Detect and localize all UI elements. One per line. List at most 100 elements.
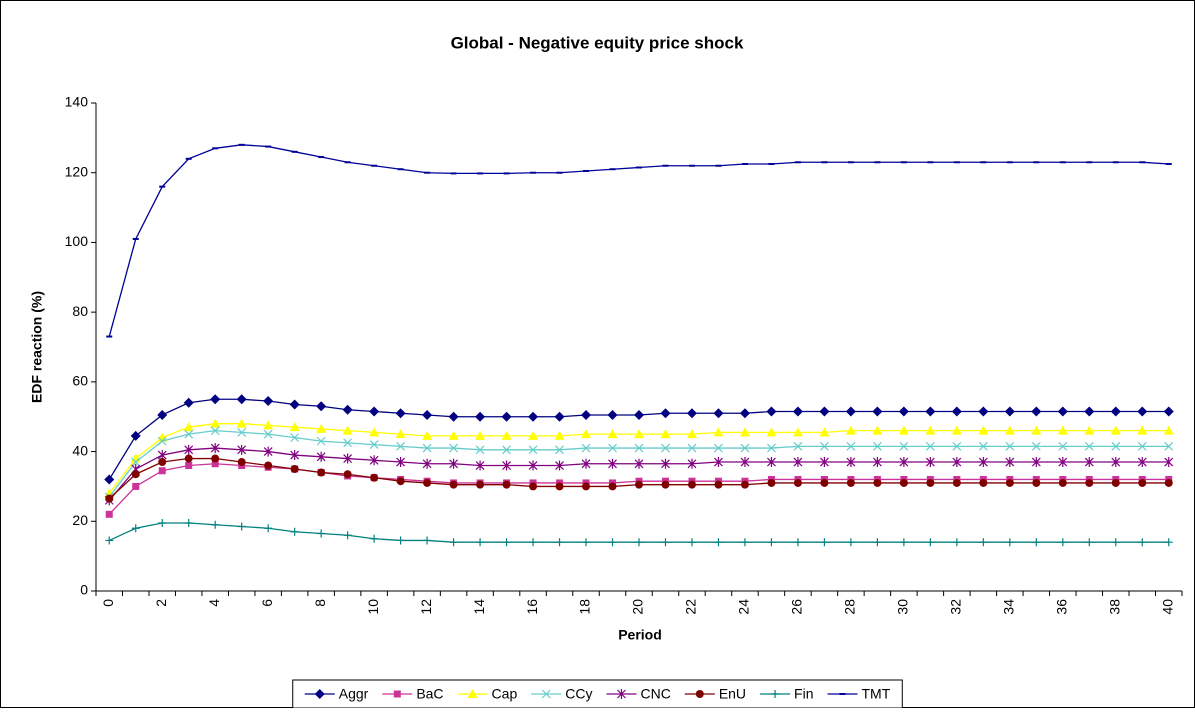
data-point (1085, 478, 1094, 487)
data-point (528, 411, 539, 422)
data-point (554, 430, 565, 440)
data-point (925, 441, 935, 451)
data-point (449, 458, 459, 469)
data-point (925, 457, 935, 468)
data-point (1164, 457, 1174, 468)
x-tick-label: 28 (842, 599, 858, 615)
data-point (661, 458, 670, 469)
y-tick-label: 20 (72, 512, 88, 528)
data-point (264, 524, 273, 533)
data-point (767, 443, 776, 453)
legend: Aggr BaC Cap CCy CNC EnU Fin TMT (292, 679, 903, 709)
data-point (767, 457, 776, 468)
x-tick-label: 8 (312, 599, 328, 607)
y-tick-label: 80 (72, 303, 88, 319)
data-point (1138, 538, 1147, 547)
data-point (1111, 538, 1120, 547)
x-tick-label: 32 (948, 599, 964, 615)
data-point (687, 458, 697, 469)
data-point (872, 425, 883, 435)
data-point (951, 406, 962, 417)
series (104, 443, 1174, 506)
data-point (1137, 457, 1147, 468)
legend-label: EnU (719, 686, 746, 702)
data-point (528, 445, 538, 455)
x-tick-label: 38 (1106, 599, 1122, 615)
data-point (369, 440, 379, 450)
legend-item: Aggr (304, 686, 369, 702)
data-point (317, 468, 326, 477)
data-point (739, 408, 750, 419)
data-point (872, 441, 882, 451)
data-point (290, 433, 300, 443)
data-point (1005, 538, 1014, 547)
data-point (952, 478, 961, 487)
data-point (873, 538, 882, 547)
x-tick-label: 0 (100, 599, 116, 607)
data-point (608, 443, 617, 453)
data-point (316, 436, 326, 446)
data-point (582, 538, 591, 547)
legend-item: CCy (531, 686, 592, 702)
data-point (978, 406, 989, 417)
data-point (236, 418, 247, 428)
data-point (926, 538, 935, 547)
data-point (370, 473, 379, 482)
data-point (184, 519, 193, 528)
data-point (819, 406, 830, 417)
data-point (184, 454, 193, 463)
data-point (343, 453, 353, 464)
legend-marker (541, 689, 551, 699)
data-point (396, 536, 405, 545)
data-point (581, 409, 592, 420)
data-point (1031, 425, 1042, 435)
data-point (952, 538, 961, 547)
data-point (448, 430, 459, 440)
x-tick-label: 20 (630, 599, 646, 615)
data-point (739, 427, 750, 437)
data-point (290, 465, 299, 473)
data-point (158, 458, 167, 467)
data-point (1164, 478, 1173, 487)
data-point (1084, 406, 1095, 417)
x-tick-label: 6 (259, 599, 275, 607)
x-tick-label: 22 (683, 599, 699, 615)
data-point (793, 538, 802, 547)
data-point (1137, 441, 1147, 451)
series (104, 394, 1174, 485)
data-point (290, 527, 299, 536)
data-point (607, 409, 618, 420)
data-point (898, 406, 909, 417)
data-point (1084, 441, 1094, 451)
data-point (1058, 457, 1068, 468)
data-point (183, 397, 194, 408)
data-point (289, 399, 300, 410)
chart-title: Global - Negative equity price shock (451, 33, 744, 52)
x-tick-label: 26 (789, 599, 805, 615)
data-point (608, 482, 617, 491)
data-point (819, 427, 830, 437)
data-point (263, 396, 274, 407)
data-point (793, 478, 802, 487)
data-point (1058, 478, 1067, 487)
legend-marker (314, 689, 325, 699)
data-point (846, 457, 856, 468)
data-point (635, 480, 643, 489)
data-point (449, 538, 458, 547)
data-point (316, 401, 327, 412)
data-point (740, 443, 750, 453)
data-point (237, 522, 246, 531)
data-point (819, 441, 829, 451)
data-point (634, 458, 644, 469)
data-point (211, 520, 220, 529)
data-point (979, 538, 988, 547)
data-point (422, 443, 432, 453)
data-point (660, 408, 671, 419)
data-point (343, 470, 352, 479)
data-point (185, 462, 193, 470)
data-point (845, 406, 856, 417)
data-point (661, 538, 670, 547)
data-point (236, 394, 247, 405)
